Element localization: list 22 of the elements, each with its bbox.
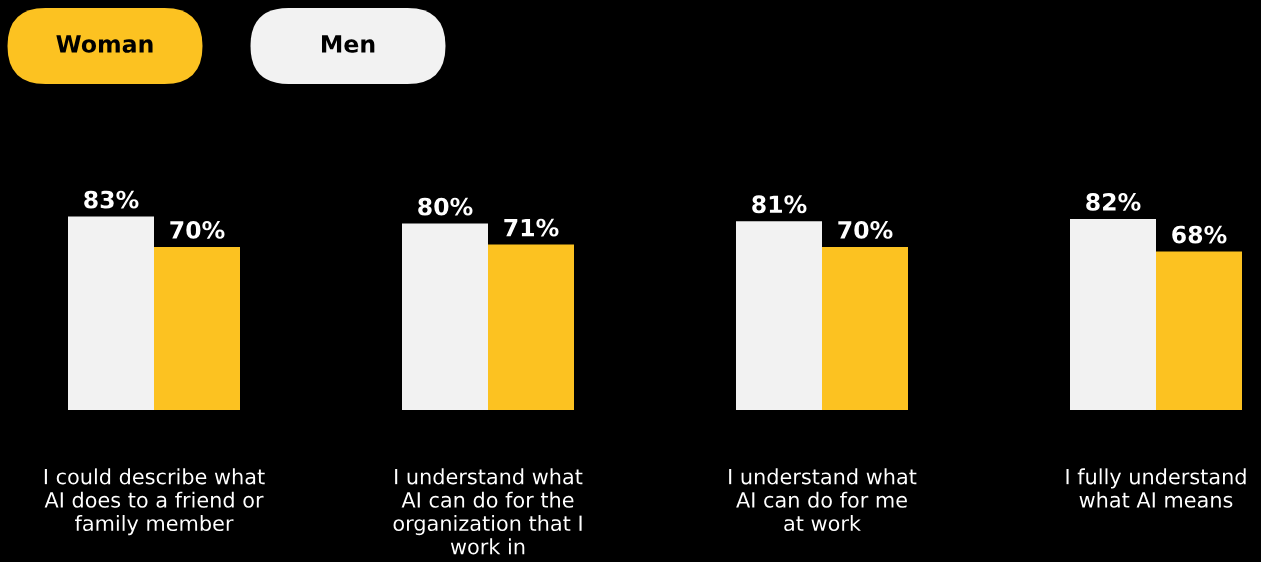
data-label: 82% (1086, 193, 1141, 211)
bar (68, 216, 154, 410)
data-label: 80% (418, 197, 473, 216)
x-tick-label: I understand what AI can do for me at work (729, 468, 917, 532)
data-label: 68% (1172, 225, 1227, 244)
data-label: 81% (752, 195, 807, 214)
data-label: 83% (84, 190, 139, 209)
x-tick-label: I understand what AI can do for the organization that I work in (393, 468, 583, 555)
text: Men (322, 35, 375, 53)
bar (1070, 218, 1156, 410)
bar (736, 221, 822, 410)
bar (402, 223, 488, 410)
bar (154, 246, 240, 410)
data-label: 70% (838, 220, 893, 239)
x-tick-label: I fully understand what AI means (1066, 468, 1246, 508)
bar (822, 246, 908, 410)
x-tick-label: I could describe what AI does to a friend or family member (44, 468, 265, 536)
data-label: 71% (504, 218, 559, 237)
data-label: 70% (170, 220, 225, 239)
bar (1156, 251, 1242, 410)
bar (488, 244, 574, 410)
text: Woman (56, 35, 153, 53)
